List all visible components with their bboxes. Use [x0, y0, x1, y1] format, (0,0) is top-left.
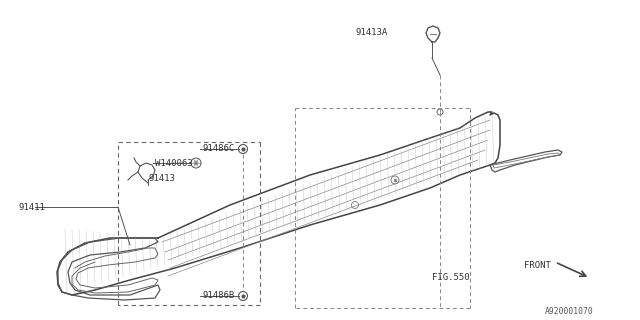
Text: FIG.550: FIG.550: [432, 274, 470, 283]
Circle shape: [193, 161, 198, 165]
Text: 91411: 91411: [18, 203, 45, 212]
Text: 91413: 91413: [148, 173, 175, 182]
Text: W140063: W140063: [155, 158, 193, 167]
Text: 91413A: 91413A: [355, 28, 387, 36]
Text: 91486B: 91486B: [202, 292, 234, 300]
Text: FRONT: FRONT: [524, 260, 551, 269]
Text: 91486C: 91486C: [202, 143, 234, 153]
Text: A920001070: A920001070: [545, 308, 594, 316]
